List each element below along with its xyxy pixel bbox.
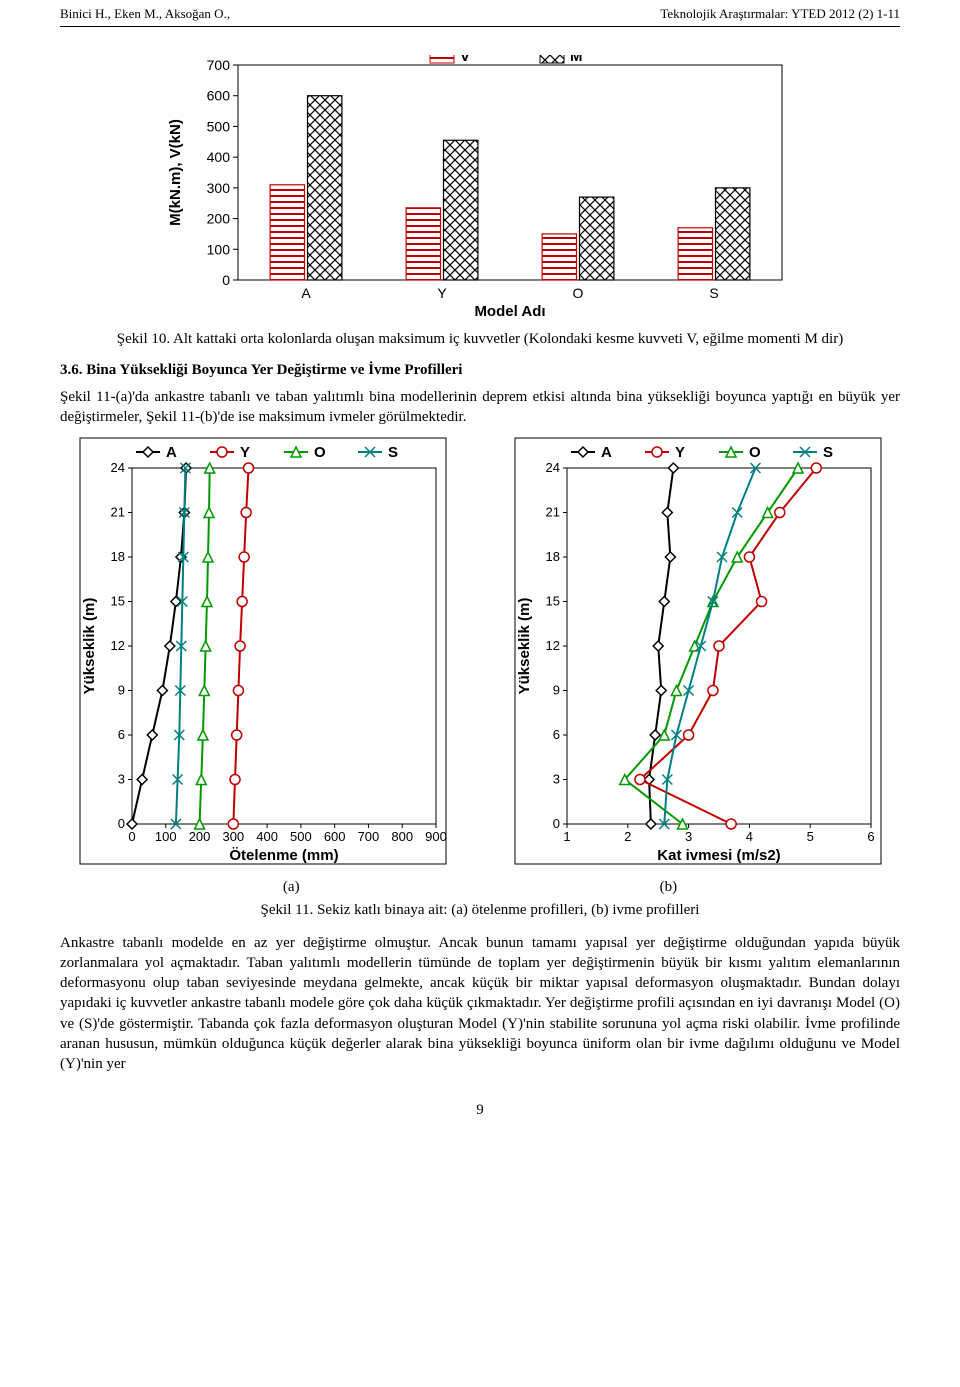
header-right: Teknolojik Araştırmalar: YTED 2012 (2) 1… — [660, 6, 900, 22]
subplot-labels: (a) (b) — [60, 879, 900, 896]
svg-text:400: 400 — [256, 829, 278, 844]
line-charts-row: 0369121518212401002003004005006007008009… — [60, 436, 900, 871]
svg-text:200: 200 — [207, 211, 231, 227]
svg-text:Ötelenme (mm): Ötelenme (mm) — [229, 847, 338, 864]
svg-text:Yükseklik (m): Yükseklik (m) — [516, 597, 533, 694]
svg-text:4: 4 — [745, 829, 752, 844]
svg-text:100: 100 — [207, 241, 231, 257]
svg-text:Kat ivmesi (m/s2): Kat ivmesi (m/s2) — [657, 847, 780, 864]
bar-chart: 0 100 200 300 400 500 600 700 A Y O S Model Adı M(kN.… — [160, 55, 800, 325]
svg-text:18: 18 — [110, 549, 124, 564]
svg-text:V: V — [460, 55, 470, 65]
svg-text:5: 5 — [806, 829, 813, 844]
svg-text:21: 21 — [110, 504, 124, 519]
svg-text:500: 500 — [207, 118, 231, 134]
svg-text:300: 300 — [207, 180, 231, 196]
svg-text:Y: Y — [437, 285, 447, 301]
line-chart-b: 03691215182124123456Kat ivmesi (m/s2)Yük… — [513, 436, 883, 871]
svg-text:O: O — [573, 285, 584, 301]
svg-text:24: 24 — [545, 460, 559, 475]
svg-text:Model Adı: Model Adı — [474, 303, 545, 320]
svg-text:A: A — [601, 444, 612, 461]
svg-text:6: 6 — [867, 829, 874, 844]
label-b: (b) — [660, 879, 678, 896]
svg-text:3: 3 — [117, 771, 124, 786]
svg-text:O: O — [314, 444, 326, 461]
caption-fig10: Şekil 10. Alt kattaki orta kolonlarda ol… — [60, 331, 900, 348]
svg-text:100: 100 — [154, 829, 176, 844]
header-left: Binici H., Eken M., Aksoğan O., — [60, 6, 230, 22]
svg-text:15: 15 — [545, 593, 559, 608]
svg-text:400: 400 — [207, 149, 231, 165]
svg-text:9: 9 — [117, 682, 124, 697]
line-chart-a: 0 3 6 9 12 15 18 21 24 0 100 200 300 400 500 600 700 800 9… — [78, 436, 448, 871]
svg-text:18: 18 — [545, 549, 559, 564]
svg-text:6: 6 — [117, 727, 124, 742]
svg-text:Y: Y — [240, 444, 250, 461]
svg-text:M: M — [570, 55, 583, 65]
para-2: Ankastre tabanlı modelde en az yer değiş… — [60, 933, 900, 1075]
para-1: Şekil 11-(a)'da ankastre tabanlı ve taba… — [60, 387, 900, 428]
page-number: 9 — [60, 1102, 900, 1119]
label-a: (a) — [283, 879, 300, 896]
svg-text:2: 2 — [624, 829, 631, 844]
svg-text:9: 9 — [552, 682, 559, 697]
svg-text:0: 0 — [552, 816, 559, 831]
svg-text:200: 200 — [188, 829, 210, 844]
svg-text:S: S — [709, 285, 718, 301]
svg-text:600: 600 — [207, 88, 231, 104]
svg-text:M(kN.m), V(kN): M(kN.m), V(kN) — [167, 119, 184, 226]
svg-text:3: 3 — [552, 771, 559, 786]
svg-text:500: 500 — [290, 829, 312, 844]
caption-fig11: Şekil 11. Sekiz katlı binaya ait: (a) öt… — [60, 902, 900, 919]
svg-text:700: 700 — [207, 57, 231, 73]
svg-text:12: 12 — [110, 638, 124, 653]
svg-text:15: 15 — [110, 593, 124, 608]
page-header: Binici H., Eken M., Aksoğan O., Teknoloj… — [60, 6, 900, 22]
svg-text:1: 1 — [563, 829, 570, 844]
svg-text:900: 900 — [425, 829, 447, 844]
svg-text:700: 700 — [357, 829, 379, 844]
svg-text:24: 24 — [110, 460, 124, 475]
header-rule — [60, 26, 900, 27]
svg-text:0: 0 — [117, 816, 124, 831]
svg-text:S: S — [823, 444, 833, 461]
svg-text:800: 800 — [391, 829, 413, 844]
svg-text:O: O — [749, 444, 761, 461]
svg-text:A: A — [166, 444, 177, 461]
svg-text:12: 12 — [545, 638, 559, 653]
section-heading: 3.6. Bina Yüksekliği Boyunca Yer Değişti… — [60, 362, 900, 379]
svg-text:600: 600 — [323, 829, 345, 844]
svg-text:S: S — [388, 444, 398, 461]
svg-text:0: 0 — [128, 829, 135, 844]
svg-text:3: 3 — [684, 829, 691, 844]
svg-text:0: 0 — [222, 272, 230, 288]
svg-text:Y: Y — [675, 444, 685, 461]
svg-text:Yükseklik (m): Yükseklik (m) — [81, 597, 98, 694]
svg-text:21: 21 — [545, 504, 559, 519]
svg-text:6: 6 — [552, 727, 559, 742]
svg-text:A: A — [301, 285, 311, 301]
svg-text:300: 300 — [222, 829, 244, 844]
